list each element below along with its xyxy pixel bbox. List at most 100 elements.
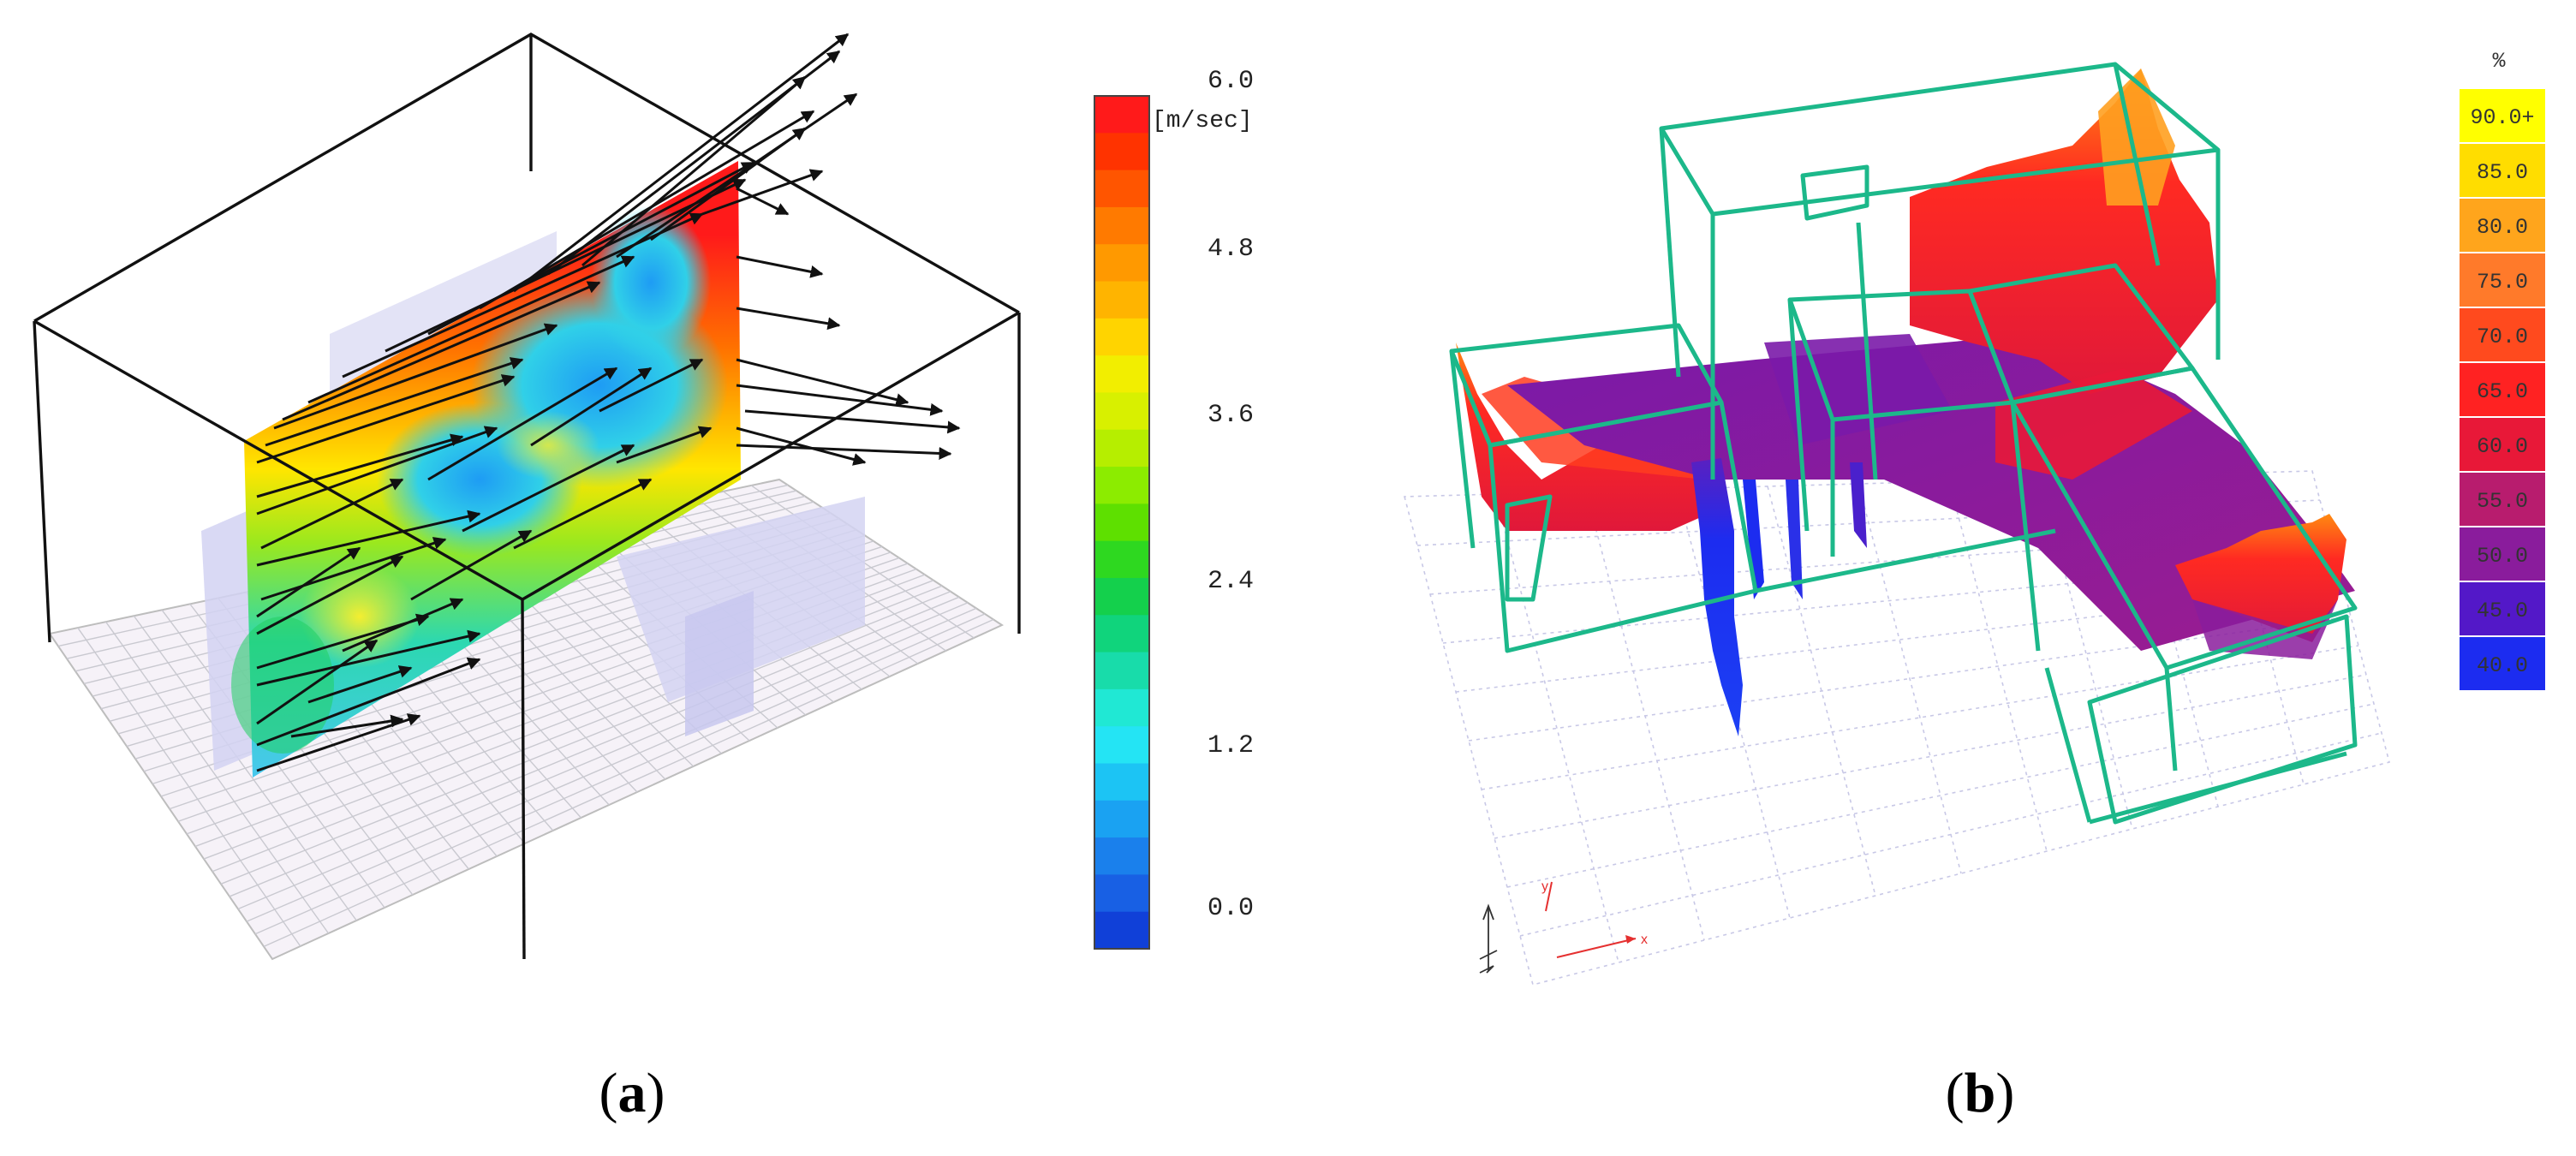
velocity-arrow	[736, 187, 790, 216]
colorbar-band	[1094, 206, 1149, 245]
axis-y-label: y	[1541, 879, 1548, 894]
legend-label: 40.0	[2477, 653, 2528, 678]
colorbar-band	[1094, 540, 1149, 579]
legend-swatch	[2460, 253, 2545, 307]
colorbar-band	[1094, 96, 1149, 134]
colorbar-band	[1094, 652, 1149, 690]
colorbar-band	[1094, 244, 1149, 283]
legend-swatch	[2460, 199, 2545, 252]
furniture-block	[685, 591, 754, 736]
colorbar-unit: [m/sec]	[1152, 108, 1253, 134]
legend-label: 65.0	[2477, 379, 2528, 404]
legend-label: 75.0	[2477, 270, 2528, 295]
rh-surface-spike	[1691, 458, 1867, 736]
colorbar-tick-label: 0.0	[1208, 894, 1254, 923]
room-wireframe	[1449, 62, 2358, 825]
velocity-arrow	[342, 212, 704, 378]
caption-a: (a)	[599, 1062, 665, 1124]
velocity-arrow	[650, 127, 807, 241]
legend-swatch	[2460, 418, 2545, 471]
colorbar-band	[1094, 281, 1149, 319]
velocity-arrow	[701, 169, 824, 216]
north-arrow-icon	[1479, 903, 1498, 974]
colorbar-band	[1094, 392, 1149, 431]
velocity-arrow	[256, 639, 379, 725]
velocity-arrow	[410, 529, 533, 601]
legend-label: 80.0	[2477, 215, 2528, 240]
rh-legend: 90.0+ 85.0 80.0 75.0 70.0 65.0 60.0 55.0 50.0 45.…	[2460, 89, 2545, 690]
colorbar-band	[1094, 615, 1149, 653]
velocity-arrow	[307, 665, 413, 704]
legend-swatch	[2460, 473, 2545, 526]
legend-label: 45.0	[2477, 599, 2528, 623]
caption-b: (b)	[1946, 1062, 2015, 1124]
legend-swatch	[2460, 89, 2545, 142]
velocity-arrow	[256, 433, 464, 498]
velocity-arrow	[282, 281, 601, 421]
panel-a: [m/sec] 6.0 4.8 3.6 2.4 1.2 0.0 (a)	[33, 33, 1254, 1124]
colorbar-tick-label: 4.8	[1208, 235, 1254, 264]
velocity-arrow	[616, 92, 858, 259]
velocity-arrow	[736, 255, 824, 278]
colorbar-tick-label: 3.6	[1208, 401, 1254, 430]
colorbar-ticks: 6.0 4.8 3.6 2.4 1.2 0.0	[1208, 67, 1254, 923]
colorbar-frame	[1094, 95, 1150, 950]
legend-swatch	[2460, 527, 2545, 581]
legend-swatch	[2460, 308, 2545, 361]
legend-swatch	[2460, 582, 2545, 635]
colorbar-band	[1094, 911, 1149, 950]
velocity-arrow	[265, 357, 524, 447]
velocity-arrow	[256, 555, 404, 635]
legend-swatch	[2460, 363, 2545, 416]
axes-indicator: x y	[1479, 879, 1648, 974]
velocity-arrow	[462, 444, 635, 533]
velocity-arrow	[342, 598, 464, 652]
legend-unit: %	[2492, 49, 2506, 74]
velocity-arrow	[736, 426, 867, 466]
colorbar-band	[1094, 355, 1149, 393]
velocity-arrow	[599, 358, 704, 413]
velocity-arrow	[736, 307, 841, 331]
velocity-arrow	[427, 366, 618, 481]
panel-b: % 90.0+ 85.0 80.0 75.0 70.0 65.0 60.0 55.0 50.0 4…	[1403, 49, 2545, 1124]
velocity-arrow	[616, 426, 713, 464]
axis-x-label: x	[1641, 933, 1648, 947]
colorbar-band	[1094, 170, 1149, 208]
colorbar-band	[1094, 688, 1149, 727]
legend-label: 90.0+	[2470, 105, 2534, 130]
colorbar-tick-label: 2.4	[1208, 567, 1254, 596]
velocity-arrow	[290, 714, 404, 738]
velocity-arrow	[736, 384, 944, 416]
velocity-arrow	[256, 509, 481, 567]
velocity-arrow	[256, 629, 481, 687]
legend-label: 85.0	[2477, 160, 2528, 185]
colorbar-tick-label: 6.0	[1208, 67, 1254, 96]
legend-swatch	[2460, 144, 2545, 197]
velocity-arrow	[736, 444, 952, 460]
velocity-arrow	[260, 537, 447, 601]
colorbar-band	[1094, 429, 1149, 468]
colorbar-band	[1094, 504, 1149, 542]
velocity-arrow	[273, 323, 558, 430]
rh-surface-right	[2175, 514, 2346, 659]
velocity-section-plane	[231, 161, 741, 778]
colorbar-band	[1094, 133, 1149, 171]
colorbar-band	[1094, 467, 1149, 504]
legend-label: 70.0	[2477, 325, 2528, 349]
velocity-arrow	[260, 478, 404, 550]
velocity-arrow	[307, 255, 635, 404]
legend-label: 50.0	[2477, 544, 2528, 569]
velocity-arrow	[256, 374, 516, 464]
colorbar-band	[1094, 318, 1149, 356]
colorbar-band	[1094, 837, 1149, 875]
colorbar-tick-label: 1.2	[1208, 731, 1254, 760]
velocity-arrow	[530, 366, 653, 447]
velocity-arrow	[581, 75, 807, 267]
velocity-arrow	[736, 358, 909, 407]
colorbar-band	[1094, 874, 1149, 913]
velocity-arrow	[256, 657, 481, 747]
legend-swatch	[2460, 637, 2545, 690]
velocity-colorbar	[1094, 95, 1150, 950]
colorbar-band	[1094, 763, 1149, 801]
